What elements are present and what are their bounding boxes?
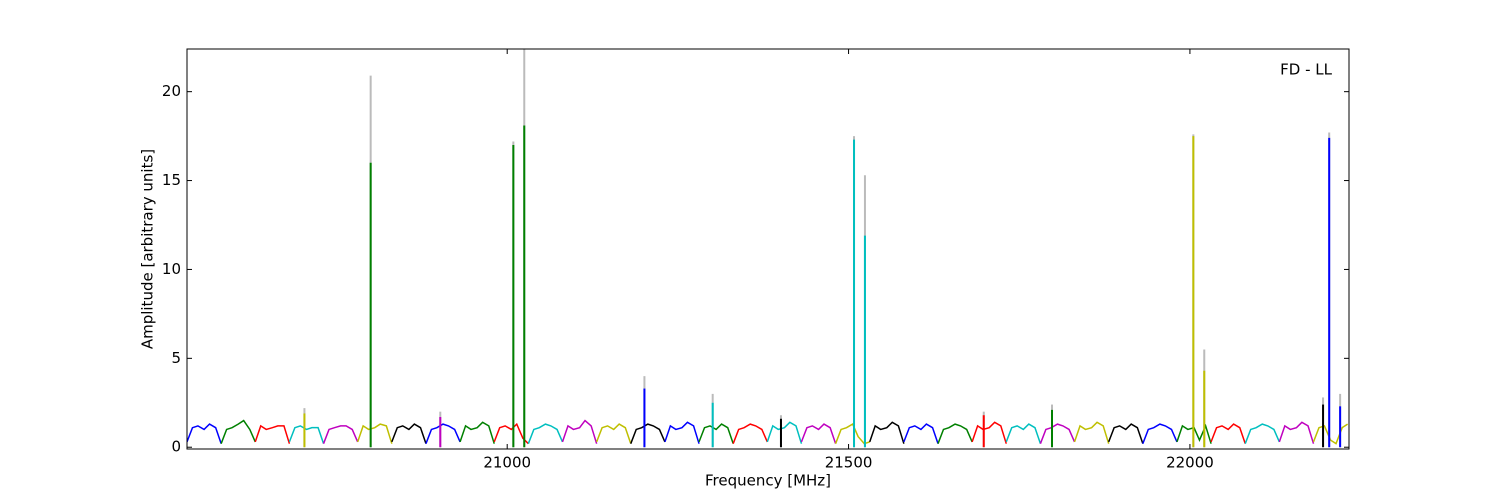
y-tick-label: 0	[171, 438, 181, 456]
spectrum-line	[220, 419, 256, 444]
spectrum-line	[766, 421, 803, 444]
spectrum-line	[903, 423, 939, 444]
spectrum-line	[1210, 423, 1246, 444]
spectrum-line	[937, 423, 973, 444]
spectrum-line	[356, 423, 393, 444]
plot-frame	[186, 48, 1350, 450]
y-tick-label: 5	[171, 349, 181, 367]
x-tick-label: 21500	[825, 454, 873, 472]
spectrum-line	[1142, 423, 1178, 444]
spectrum-line	[1039, 423, 1076, 444]
spectrum-line	[187, 423, 222, 444]
annotation: FD - LL	[1280, 61, 1332, 79]
spectrum-line	[322, 425, 359, 444]
spectrum-line	[1278, 421, 1315, 444]
spectrum-line	[527, 423, 564, 444]
spectrum-line	[254, 424, 291, 444]
y-tick-label: 10	[162, 260, 181, 278]
spectrum-line	[698, 423, 734, 444]
spectrum-line	[1073, 421, 1110, 444]
spectrum-line	[630, 423, 666, 444]
y-tick-label: 15	[162, 171, 181, 189]
x-axis-label: Frequency [MHz]	[705, 472, 831, 490]
spectrum-line	[425, 423, 461, 444]
y-tick-label: 20	[162, 82, 181, 100]
spectrum-line	[1312, 423, 1349, 445]
spectrum-line	[1107, 423, 1144, 444]
spectrum-line	[288, 425, 325, 444]
x-tick-label: 21000	[483, 454, 531, 472]
spectrum-line	[493, 422, 529, 445]
spectrum-line	[391, 423, 427, 444]
spectrum-line	[1005, 423, 1042, 444]
spectrum-line	[664, 421, 700, 444]
spectrum-line	[732, 423, 769, 444]
spectrum-line	[1244, 423, 1281, 444]
spectrum-line	[800, 423, 837, 444]
y-axis-label: Amplitude [arbitrary units]	[139, 149, 157, 349]
spectrum-line	[561, 419, 598, 444]
x-tick-label: 22000	[1166, 454, 1214, 472]
spectrum-line	[971, 421, 1007, 444]
spectrum-line	[595, 423, 632, 444]
spectrum-line	[459, 421, 495, 444]
spectrum-line	[869, 421, 905, 444]
